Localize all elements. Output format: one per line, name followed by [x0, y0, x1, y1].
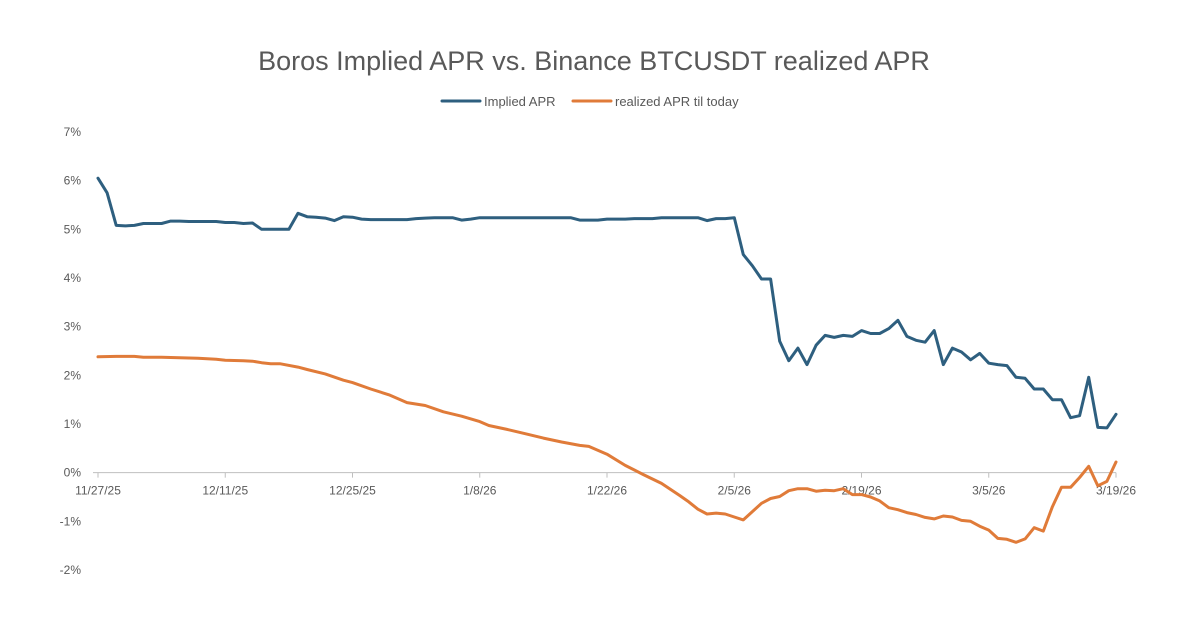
y-tick-label: -2% [60, 563, 82, 577]
x-tick-label: 2/5/26 [718, 484, 752, 498]
x-axis-ticks: 11/27/25 12/11/25 12/25/25 1/8/26 1/22/26 2/5… [75, 472, 1136, 498]
y-axis-ticks: 7% 6% 5% 4% 3% 2% 1% 0% -1% -2% [60, 125, 82, 577]
x-tick-label: 12/25/25 [329, 484, 376, 498]
x-tick-label: 1/8/26 [463, 484, 497, 498]
legend: Implied APR realized APR til today [440, 94, 739, 109]
y-tick-label: 0% [64, 466, 82, 480]
x-tick-label: 3/5/26 [972, 484, 1006, 498]
y-tick-label: 1% [64, 417, 82, 431]
y-tick-label: 3% [64, 320, 82, 334]
y-tick-label: 5% [64, 222, 82, 236]
y-tick-label: 7% [64, 125, 82, 139]
x-tick-label: 1/22/26 [587, 484, 627, 498]
y-tick-label: 2% [64, 368, 82, 382]
x-tick-label: 3/19/26 [1096, 484, 1136, 498]
y-tick-label: -1% [60, 514, 82, 528]
series-layer [96, 176, 1118, 544]
series-line-implied-apr [96, 176, 1118, 430]
chart-title: Boros Implied APR vs. Binance BTCUSDT re… [258, 46, 930, 76]
x-tick-label: 12/11/25 [202, 484, 248, 498]
y-tick-label: 4% [64, 271, 82, 285]
y-tick-label: 6% [64, 174, 82, 188]
legend-label-realized: realized APR til today [615, 94, 739, 109]
series-line-realized-apr [96, 354, 1118, 544]
legend-label-implied: Implied APR [484, 94, 556, 109]
x-tick-label: 11/27/25 [75, 484, 121, 498]
